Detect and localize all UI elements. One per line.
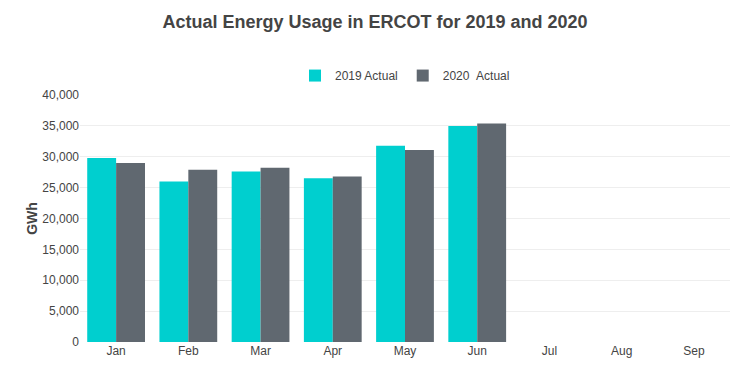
svg-text:25,000: 25,000 — [42, 181, 79, 195]
svg-text:20,000: 20,000 — [42, 212, 79, 226]
svg-text:Jan: Jan — [106, 344, 125, 358]
svg-text:40,000: 40,000 — [42, 88, 79, 102]
svg-text:0: 0 — [72, 335, 79, 349]
svg-text:Aug: Aug — [611, 344, 632, 358]
svg-text:Feb: Feb — [178, 344, 199, 358]
svg-text:2020 Actual: 2020 Actual — [443, 69, 510, 83]
svg-text:Sep: Sep — [683, 344, 705, 358]
svg-text:Actual Energy Usage in ERCOT f: Actual Energy Usage in ERCOT for 2019 an… — [162, 12, 587, 32]
svg-text:Jun: Jun — [468, 344, 487, 358]
svg-text:Mar: Mar — [250, 344, 271, 358]
svg-text:Jul: Jul — [542, 344, 557, 358]
svg-text:30,000: 30,000 — [42, 150, 79, 164]
svg-text:15,000: 15,000 — [42, 243, 79, 257]
svg-text:2019 Actual: 2019 Actual — [335, 69, 398, 83]
svg-text:35,000: 35,000 — [42, 119, 79, 133]
svg-text:5,000: 5,000 — [49, 304, 79, 318]
svg-text:May: May — [394, 344, 417, 358]
svg-text:GWh: GWh — [24, 202, 40, 235]
svg-text:Apr: Apr — [323, 344, 342, 358]
svg-text:10,000: 10,000 — [42, 273, 79, 287]
